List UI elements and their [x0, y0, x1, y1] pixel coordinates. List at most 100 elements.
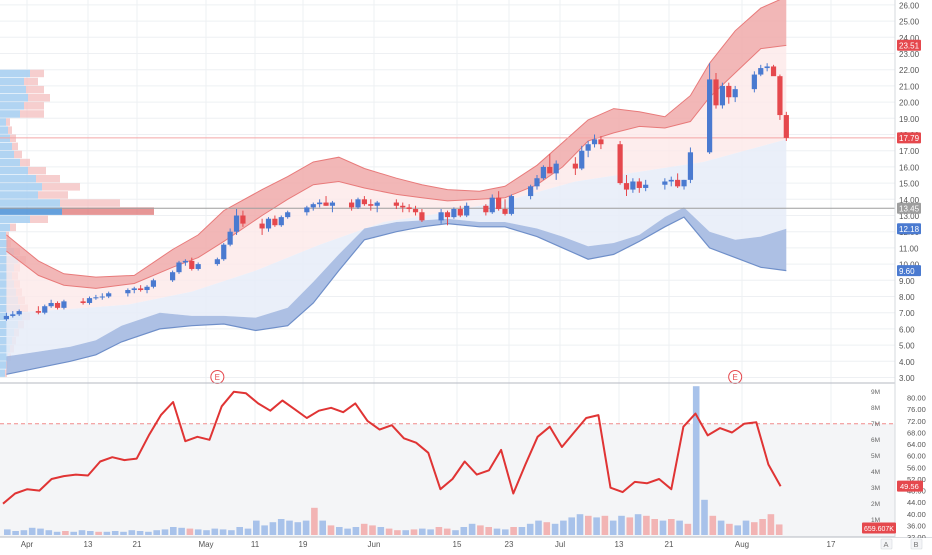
- candle-body: [310, 204, 316, 208]
- price-tick-label: 19.00: [899, 115, 920, 124]
- candle-body: [323, 202, 329, 206]
- volume-bar: [20, 530, 28, 535]
- corner-button[interactable]: [880, 538, 893, 550]
- profile-bar-up: [0, 215, 30, 223]
- profile-bar-up: [0, 158, 20, 167]
- volume-bar: [435, 527, 443, 535]
- volume-bar: [302, 520, 310, 535]
- volume-bar: [485, 527, 492, 535]
- price-tick-label: 3.00: [899, 374, 915, 383]
- candle-body: [355, 199, 361, 208]
- time-tick-label: 11: [251, 540, 260, 549]
- candle-body: [496, 197, 502, 210]
- volume-bar: [53, 531, 61, 535]
- volume-bar: [535, 520, 542, 535]
- candle-body: [54, 302, 61, 308]
- volume-bar: [352, 527, 360, 535]
- volume-bar: [253, 520, 260, 535]
- volume-bar: [626, 517, 634, 535]
- volume-bar: [4, 529, 11, 535]
- volume-bar: [136, 531, 144, 535]
- volume-bar: [568, 517, 575, 535]
- time-tick-label: Jun: [368, 540, 381, 549]
- volume-bar: [219, 529, 227, 535]
- profile-bar-up: [0, 69, 30, 78]
- profile-bar-down: [8, 126, 12, 134]
- price-tick-label: 5.00: [899, 342, 915, 351]
- volume-bar: [286, 520, 293, 535]
- volume-bar: [211, 528, 219, 535]
- volume-bar: [460, 527, 468, 535]
- rsi-badge-label: 49.56: [900, 482, 919, 491]
- profile-bar-down: [24, 102, 44, 110]
- rsi-tick-label: 64.00: [907, 440, 926, 449]
- volume-bar: [236, 527, 243, 535]
- profile-bar-up: [0, 199, 60, 207]
- upper-band-edge: [6, 0, 781, 278]
- profile-bar-up: [0, 118, 6, 126]
- candle-body: [233, 215, 240, 232]
- candle-body: [758, 68, 764, 75]
- volume-bar: [443, 528, 451, 535]
- corner-button[interactable]: [910, 538, 923, 550]
- volume-bar: [70, 531, 77, 535]
- candle-body: [770, 66, 777, 77]
- volume-tick-label: 5M: [871, 453, 880, 460]
- volume-bar: [402, 530, 409, 535]
- candle-body: [278, 217, 284, 226]
- price-tick-label: 6.00: [899, 325, 915, 334]
- volume-bar: [634, 514, 642, 535]
- time-tick-label: 13: [615, 540, 624, 549]
- bollinger-bands: [6, 0, 787, 375]
- rsi-tick-label: 80.00: [907, 394, 926, 403]
- volume-badge-label: 659.607K: [864, 526, 894, 533]
- candle-body: [400, 205, 406, 208]
- candle-body: [406, 207, 412, 210]
- corner-button-label: B: [913, 540, 918, 549]
- volume-bar: [742, 520, 750, 535]
- candle-body: [508, 196, 515, 214]
- volume-bar: [12, 531, 19, 535]
- price-tick-label: 14.00: [899, 196, 920, 205]
- volume-bar: [360, 523, 368, 535]
- candle-body: [125, 290, 131, 294]
- candle-body: [42, 306, 48, 313]
- profile-bar-down: [20, 110, 44, 118]
- candles: [3, 63, 789, 321]
- candle-body: [681, 179, 687, 187]
- volume-bar: [477, 525, 484, 535]
- volume-bar: [410, 529, 418, 535]
- volume-bar: [95, 531, 102, 535]
- volume-tick-label: 6M: [871, 437, 880, 444]
- volume-tick-label: 2M: [871, 501, 880, 508]
- profile-bar-down: [60, 199, 120, 207]
- price-tick-label: 26.00: [899, 1, 920, 10]
- price-badge-label: 17.79: [899, 134, 920, 143]
- rsi-badge: [897, 480, 923, 492]
- candle-body: [675, 179, 681, 187]
- rsi-tick-label: 68.00: [907, 428, 926, 437]
- volume-bar: [576, 514, 584, 535]
- candle-body: [48, 302, 54, 307]
- volume-bar: [668, 519, 675, 535]
- volume-bar: [734, 525, 741, 535]
- rsi-tick-label: 44.00: [907, 498, 926, 507]
- price-badge: [897, 223, 921, 235]
- profile-bar-up: [0, 94, 28, 102]
- volume-bar: [551, 523, 559, 535]
- profile-bar-up: [0, 345, 10, 353]
- candle-body: [349, 202, 355, 208]
- earnings-marker-label: E: [733, 373, 738, 382]
- volume-bar: [717, 520, 725, 535]
- candle-body: [419, 212, 425, 221]
- candle-body: [182, 260, 188, 263]
- volume-bar: [87, 531, 94, 535]
- price-tick-label: 17.00: [899, 147, 920, 156]
- corner-button-label: A: [883, 540, 888, 549]
- volume-tick-label: 7M: [871, 421, 880, 428]
- volume-bar: [601, 515, 609, 535]
- candle-body: [464, 205, 470, 216]
- price-tick-label: 15.00: [899, 180, 920, 189]
- candle-body: [732, 89, 738, 98]
